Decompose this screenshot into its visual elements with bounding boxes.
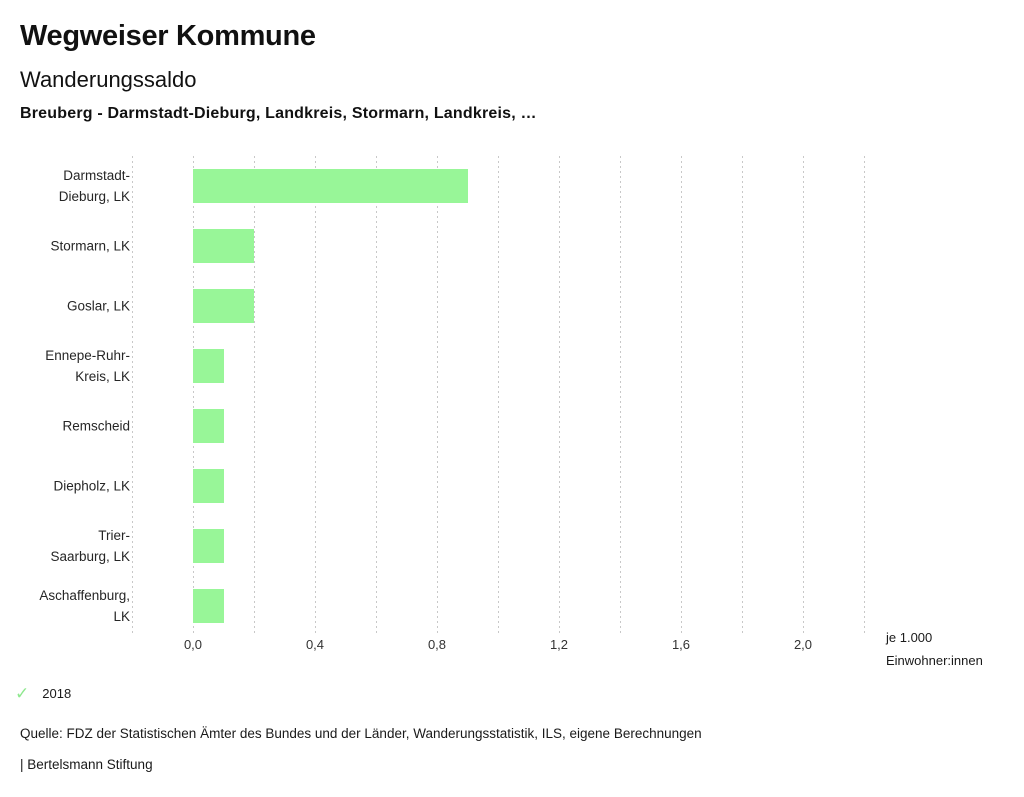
gridline [437, 156, 438, 634]
category-label: Goslar, LK [66, 298, 130, 314]
x-tick-label: 0,8 [427, 637, 447, 652]
chart-subtitle: Breuberg - Darmstadt-Dieburg, Landkreis,… [20, 105, 537, 122]
gridline [681, 156, 682, 634]
gridline [315, 156, 316, 634]
x-tick-label: 0,4 [305, 637, 325, 652]
category-label: Diepholz, LK [53, 478, 130, 494]
source-text: Quelle: FDZ der Statistischen Ämter des … [20, 726, 702, 741]
x-axis-unit-line-1: je 1.000 [886, 630, 933, 645]
bar-goslar-lk[interactable] [193, 289, 254, 323]
category-label: Remscheid [62, 418, 130, 434]
bar-stormarn-lk[interactable] [193, 229, 254, 263]
gridline [376, 156, 377, 634]
category-label: Darmstadt- Dieburg, LK [58, 168, 130, 204]
legend-year-label: 2018 [42, 686, 72, 701]
category-label: Aschaffenburg, LK [39, 588, 130, 624]
bar-ennepe-ruhr-kreis-lk[interactable] [193, 349, 224, 383]
category-label: Ennepe-Ruhr- Kreis, LK [45, 348, 130, 384]
bar-darmstadt-dieburg-lk[interactable] [193, 169, 468, 203]
bar-aschaffenburg-lk[interactable] [193, 589, 224, 623]
category-label: Stormarn, LK [50, 238, 130, 254]
checkmark-icon: ✓ [15, 684, 30, 703]
x-axis-unit-label: je 1.000 Einwohner:innen [886, 626, 983, 672]
gridline [193, 156, 194, 634]
gridline [559, 156, 560, 634]
legend-item-2018[interactable]: ✓ 2018 [15, 685, 71, 702]
category-label: Trier- Saarburg, LK [50, 528, 130, 564]
bar-trier-saarburg-lk[interactable] [193, 529, 224, 563]
gridline [498, 156, 499, 634]
gridline [803, 156, 804, 634]
x-tick-label: 0,0 [183, 637, 203, 652]
x-tick-label: 1,2 [549, 637, 569, 652]
gridline [742, 156, 743, 634]
chart-title: Wanderungssaldo [20, 67, 197, 92]
app-title: Wegweiser Kommune [20, 20, 316, 52]
x-tick-label: 1,6 [671, 637, 691, 652]
x-tick-label: 2,0 [793, 637, 813, 652]
gridline [864, 156, 865, 634]
bar-remscheid[interactable] [193, 409, 224, 443]
attribution-text: | Bertelsmann Stiftung [20, 757, 153, 772]
bar-diepholz-lk[interactable] [193, 469, 224, 503]
gridline [620, 156, 621, 634]
gridline [132, 156, 133, 634]
x-axis-unit-line-2: Einwohner:innen [886, 653, 983, 668]
gridline [254, 156, 255, 634]
